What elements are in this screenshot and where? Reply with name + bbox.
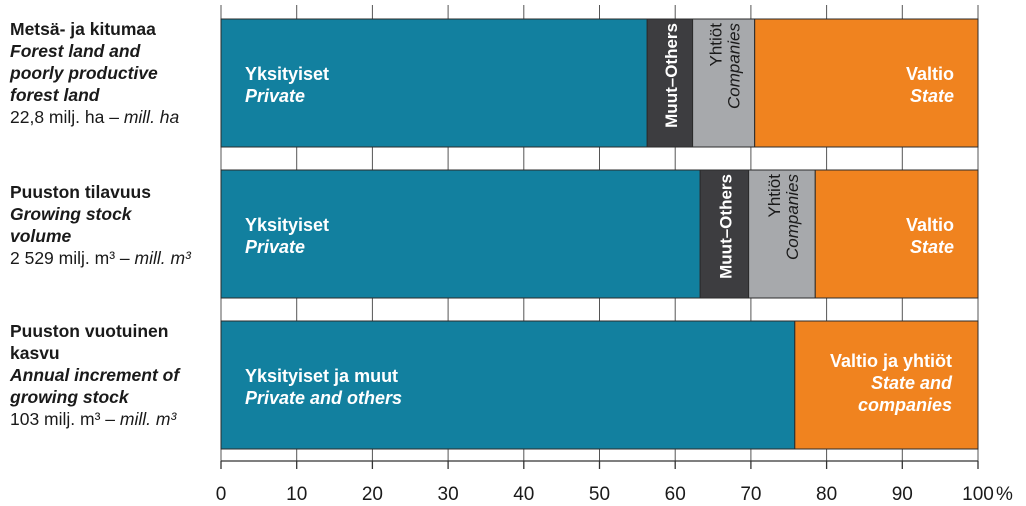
row-label-growing-stock: Puuston tilavuus Growing stock volume 2 … — [10, 181, 222, 269]
row-label-fi: Puuston vuotuinen kasvu — [10, 321, 169, 363]
row-label-forest-land: Metsä- ja kitumaa Forest land and poorly… — [10, 18, 222, 128]
row-label-en: Forest land and poorly productive forest… — [10, 41, 158, 105]
row-label-annual-increment: Puuston vuotuinen kasvu Annual increment… — [10, 320, 222, 430]
segment-label-en: State — [910, 86, 954, 106]
segment-label-en: companies — [858, 395, 952, 415]
row-label-fi: Puuston tilavuus — [10, 182, 151, 202]
bar-segment-others — [699, 169, 750, 299]
row-total-sep: – — [104, 107, 124, 127]
segment-label-en: Companies — [783, 174, 802, 260]
segment-label-fi: Yksityiset ja muut — [245, 366, 398, 386]
row-total-value: 22,8 milj. ha — [10, 107, 105, 127]
row-total-unit: mill. ha — [123, 107, 180, 127]
x-tick-label: 20 — [362, 484, 383, 505]
bar-segment-others — [646, 18, 694, 148]
segment-label-en: State and — [871, 373, 953, 393]
segment-label-fi: Valtio ja yhtiöt — [830, 351, 952, 371]
bar-segment-companies — [748, 169, 816, 299]
row-total: 2 529 milj. m³ – mill. m³ — [10, 248, 191, 268]
x-tick-label: 10 — [286, 484, 307, 505]
row-label-fi: Metsä- ja kitumaa — [10, 19, 156, 39]
row-total-unit: mill. m³ — [119, 409, 177, 429]
row-total-sep: – — [115, 248, 135, 268]
segment-label-fi: Valtio — [906, 215, 954, 235]
x-tick-label: 60 — [665, 484, 686, 505]
segment-label-others: Muut–Others — [662, 23, 681, 128]
segment-label-fi: Yksityiset — [245, 215, 329, 235]
x-tick-label: 50 — [589, 484, 610, 505]
row-total-value: 2 529 milj. m³ — [10, 248, 116, 268]
segment-label-fi: Yksityiset — [245, 64, 329, 84]
row-total: 103 milj. m³ – mill. m³ — [10, 409, 176, 429]
x-tick-label: 80 — [816, 484, 837, 505]
row-total-unit: mill. m³ — [134, 248, 191, 268]
bar-segment-state — [814, 169, 979, 299]
x-tick-label: 100 — [962, 484, 994, 505]
x-tick-label: 70 — [740, 484, 761, 505]
row-label-en: Annual increment of growing stock — [10, 365, 180, 407]
bar-segment-private_and_others — [220, 320, 796, 450]
row-total-value: 103 milj. m³ — [10, 409, 101, 429]
x-tick-label: 90 — [892, 484, 913, 505]
x-axis-unit: % — [996, 484, 1013, 505]
segment-label-en: Private — [245, 86, 305, 106]
bar-segment-private — [220, 169, 701, 299]
segment-label-fi: Yhtiöt — [765, 174, 784, 218]
x-tick-label: 40 — [513, 484, 534, 505]
row-total: 22,8 milj. ha – mill. ha — [10, 107, 179, 127]
bar-segment-state_and_companies — [794, 320, 979, 450]
row-label-en: Growing stock volume — [10, 204, 132, 246]
segment-label-en: Private and others — [245, 388, 402, 408]
bar-segment-state — [754, 18, 979, 148]
row-total-sep: – — [100, 409, 120, 429]
segment-label-en: State — [910, 237, 954, 257]
segment-label-fi: Valtio — [906, 64, 954, 84]
bar-segment-private — [220, 18, 648, 148]
segment-label-fi: Yhtiöt — [707, 23, 726, 67]
bar-segment-companies — [692, 18, 756, 148]
x-tick-label: 0 — [216, 484, 227, 505]
x-tick-label: 30 — [438, 484, 459, 505]
segment-label-en: Companies — [725, 23, 744, 109]
segment-label-en: Private — [245, 237, 305, 257]
segment-label-others: Muut–Others — [716, 174, 735, 279]
